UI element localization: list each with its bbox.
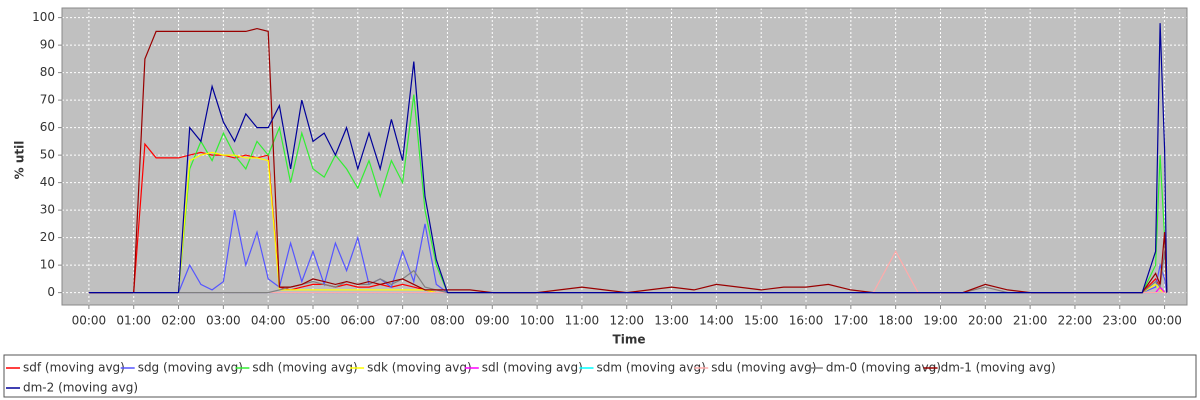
x-tick-label: 16:00 (789, 314, 824, 328)
y-tick-label: 40 (40, 175, 55, 189)
y-tick-label: 50 (40, 148, 55, 162)
x-tick-label: 15:00 (744, 314, 779, 328)
x-tick-label: 18:00 (878, 314, 913, 328)
plot-border (61, 7, 1188, 306)
x-tick-label: 23:00 (1102, 314, 1137, 328)
x-tick-label: 01:00 (116, 314, 151, 328)
x-tick-label: 05:00 (296, 314, 331, 328)
series-line (88, 23, 1168, 294)
y-tick-label: 30 (40, 203, 55, 217)
x-tick-label: 00:00 (72, 314, 107, 328)
x-tick-label: 04:00 (251, 314, 286, 328)
y-tick-label: 10 (40, 258, 55, 272)
x-tick-label: 10:00 (520, 314, 555, 328)
y-tick-label: 100 (32, 10, 55, 24)
legend-label: dm-1 (moving avg) (941, 361, 1056, 375)
x-tick-label: 11:00 (565, 314, 600, 328)
x-tick-label: 06:00 (341, 314, 376, 328)
y-tick-label: 90 (40, 38, 55, 52)
y-tick-label: 70 (40, 93, 55, 107)
x-tick-label: 14:00 (699, 314, 734, 328)
legend-label: sdg (moving avg) (138, 361, 243, 375)
legend-label: sdh (moving avg) (252, 361, 357, 375)
y-tick-label: 20 (40, 230, 55, 244)
x-tick-label: 13:00 (654, 314, 689, 328)
x-tick-label: 07:00 (385, 314, 420, 328)
legend-label: sdm (moving avg) (597, 361, 706, 375)
x-tick-label: 09:00 (475, 314, 510, 328)
x-tick-label: 08:00 (430, 314, 465, 328)
legend-label: sdl (moving avg) (482, 361, 583, 375)
legend-label: dm-2 (moving avg) (23, 381, 138, 395)
legend-label: sdf (moving avg) (23, 361, 125, 375)
y-axis-label: % util (13, 141, 27, 180)
legend-label: sdk (moving avg) (367, 361, 472, 375)
x-tick-label: 03:00 (206, 314, 241, 328)
legend-box (3, 354, 1197, 398)
x-tick-label: 19:00 (923, 314, 958, 328)
x-tick-label: 20:00 (968, 314, 1003, 328)
series-line (88, 27, 1168, 294)
legend-label: dm-0 (moving avg) (826, 361, 941, 375)
y-tick-label: 80 (40, 65, 55, 79)
x-tick-label: 21:00 (1013, 314, 1048, 328)
x-tick-label: 02:00 (161, 314, 196, 328)
y-tick-label: 0 (47, 285, 55, 299)
x-tick-label: 22:00 (1058, 314, 1093, 328)
x-tick-label: 17:00 (834, 314, 869, 328)
legend-label: sdu (moving avg) (711, 361, 816, 375)
x-tick-label: 00:00 (1147, 314, 1182, 328)
y-tick-label: 60 (40, 120, 55, 134)
x-axis-label: Time (613, 333, 646, 347)
x-tick-label: 12:00 (609, 314, 644, 328)
